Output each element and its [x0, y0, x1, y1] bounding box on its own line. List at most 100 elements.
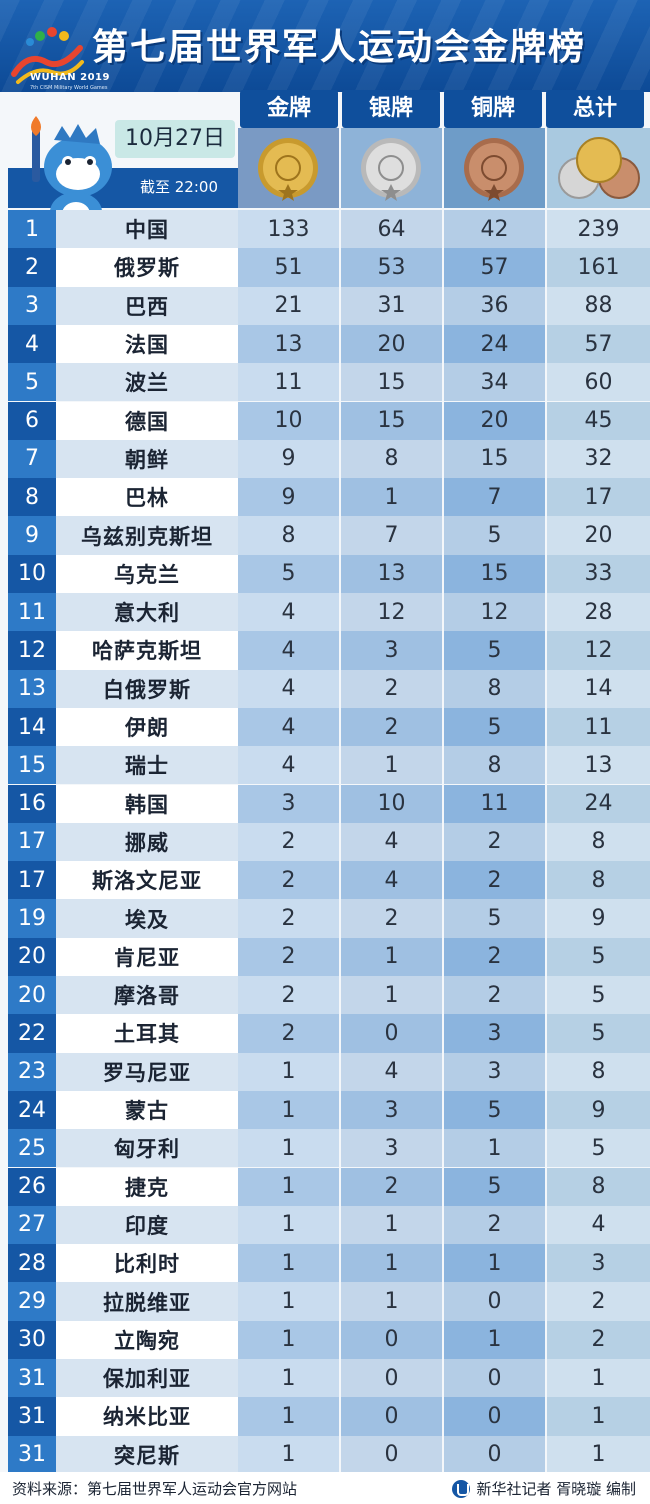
table-row: 13 白俄罗斯 4 2 8 14: [8, 669, 650, 708]
gold-count: 1: [238, 1397, 339, 1436]
medal-stack-icon: [558, 137, 640, 199]
rank-cell: 22: [8, 1014, 56, 1053]
bronze-count: 36: [444, 286, 545, 325]
silver-count: 31: [341, 286, 442, 325]
gold-count: 2: [238, 976, 339, 1015]
table-row: 2 俄罗斯 51 53 57 161: [8, 248, 650, 287]
table-row: 1 中国 133 64 42 239: [8, 210, 650, 249]
bronze-count: 7: [444, 478, 545, 517]
total-count: 11: [547, 707, 650, 747]
silver-count: 13: [341, 554, 442, 593]
silver-count: 7: [341, 516, 442, 555]
total-count: 20: [547, 516, 650, 555]
country-name: 保加利亚: [56, 1359, 238, 1398]
table-row: 24 蒙古 1 3 5 9: [8, 1090, 650, 1130]
table-row: 31 纳米比亚 1 0 0 1: [8, 1397, 650, 1436]
rank-cell: 5: [8, 363, 56, 402]
bronze-count: 5: [444, 631, 545, 670]
total-count: 5: [547, 1014, 650, 1053]
rank-cell: 26: [8, 1167, 56, 1206]
total-count: 14: [547, 669, 650, 708]
country-name: 蒙古: [56, 1090, 238, 1130]
rank-cell: 4: [8, 324, 56, 364]
total-count: 239: [547, 210, 650, 249]
country-name: 摩洛哥: [56, 976, 238, 1015]
table-row: 15 瑞士 4 1 8 13: [8, 746, 650, 785]
bronze-count: 12: [444, 593, 545, 632]
gold-count: 21: [238, 286, 339, 325]
table-row: 30 立陶宛 1 0 1 2: [8, 1320, 650, 1359]
total-count: 5: [547, 976, 650, 1015]
silver-count: 12: [341, 593, 442, 632]
table-row: 16 韩国 3 10 11 24: [8, 784, 650, 823]
bronze-count: 15: [444, 554, 545, 593]
country-name: 乌兹别克斯坦: [56, 516, 238, 555]
gold-count: 4: [238, 746, 339, 785]
silver-count: 3: [341, 1129, 442, 1168]
gold-count: 2: [238, 822, 339, 862]
total-count: 1: [547, 1435, 650, 1474]
table-row: 29 拉脱维亚 1 1 0 2: [8, 1282, 650, 1321]
silver-count: 8: [341, 439, 442, 479]
silver-count: 2: [341, 899, 442, 938]
banner-pattern: [0, 0, 650, 92]
credit: 新华社记者 胥晓璇 编制: [452, 1478, 636, 1499]
country-name: 突尼斯: [56, 1435, 238, 1474]
country-name: 埃及: [56, 899, 238, 938]
country-name: 挪威: [56, 822, 238, 862]
gold-count: 1: [238, 1090, 339, 1130]
silver-count: 0: [341, 1435, 442, 1474]
silver-count: 3: [341, 631, 442, 670]
gold-count: 1: [238, 1129, 339, 1168]
gold-count: 1: [238, 1205, 339, 1245]
gold-count: 1: [238, 1244, 339, 1283]
silver-count: 1: [341, 746, 442, 785]
country-name: 土耳其: [56, 1014, 238, 1053]
table-row: 31 保加利亚 1 0 0 1: [8, 1359, 650, 1398]
rank-cell: 31: [8, 1397, 56, 1436]
table-row: 4 法国 13 20 24 57: [8, 324, 650, 364]
table-row: 27 印度 1 1 2 4: [8, 1205, 650, 1245]
gold-count: 5: [238, 554, 339, 593]
bronze-count: 2: [444, 822, 545, 862]
bronze-count: 5: [444, 516, 545, 555]
date-badge: 10月27日: [115, 120, 235, 158]
gold-count: 133: [238, 210, 339, 249]
table-row: 6 德国 10 15 20 45: [8, 401, 650, 440]
silver-count: 0: [341, 1320, 442, 1359]
rank-cell: 6: [8, 401, 56, 440]
table-row: 7 朝鲜 9 8 15 32: [8, 439, 650, 479]
rank-cell: 1: [8, 210, 56, 249]
silver-count: 64: [341, 210, 442, 249]
rank-cell: 29: [8, 1282, 56, 1321]
rank-cell: 17: [8, 822, 56, 862]
gold-count: 51: [238, 248, 339, 287]
silver-count: 0: [341, 1397, 442, 1436]
logo-text: WUHAN 2019: [30, 72, 110, 83]
table-row: 8 巴林 9 1 7 17: [8, 478, 650, 517]
bronze-count: 20: [444, 401, 545, 440]
bronze-count: 0: [444, 1282, 545, 1321]
total-count: 9: [547, 899, 650, 938]
total-count: 45: [547, 401, 650, 440]
silver-medal-cell: [341, 128, 442, 208]
rank-cell: 14: [8, 707, 56, 747]
table-row: 23 罗马尼亚 1 4 3 8: [8, 1052, 650, 1091]
bronze-count: 8: [444, 746, 545, 785]
country-name: 法国: [56, 324, 238, 364]
table-row: 19 埃及 2 2 5 9: [8, 899, 650, 938]
silver-count: 4: [341, 861, 442, 900]
gold-medal-icon: [258, 138, 318, 201]
table-row: 12 哈萨克斯坦 4 3 5 12: [8, 631, 650, 670]
country-name: 乌克兰: [56, 554, 238, 593]
gold-count: 1: [238, 1167, 339, 1206]
gold-count: 3: [238, 784, 339, 823]
bronze-count: 5: [444, 707, 545, 747]
country-name: 意大利: [56, 593, 238, 632]
silver-medal-icon: [361, 138, 421, 201]
rank-cell: 13: [8, 669, 56, 708]
silver-count: 4: [341, 822, 442, 862]
rank-cell: 24: [8, 1090, 56, 1130]
title-banner: WUHAN 2019 7th CISM Military World Games…: [0, 0, 650, 92]
bronze-count: 5: [444, 899, 545, 938]
